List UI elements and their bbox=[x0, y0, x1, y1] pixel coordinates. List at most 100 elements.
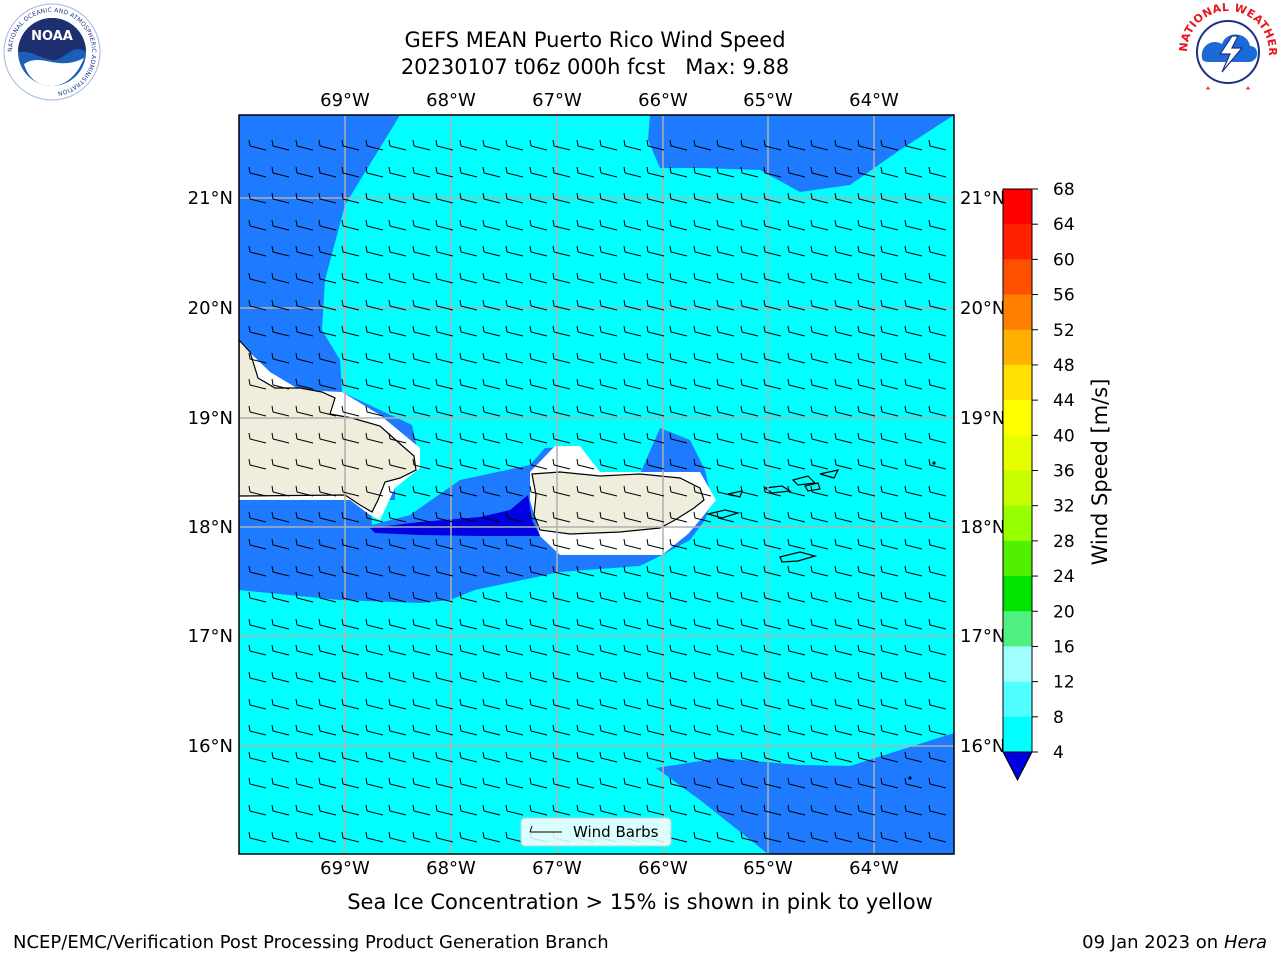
wind-barb bbox=[482, 698, 501, 710]
wind-barb bbox=[412, 325, 431, 337]
colorbar-tick-label: 28 bbox=[1053, 532, 1075, 552]
wind-barb bbox=[365, 245, 384, 257]
wind-barb bbox=[763, 458, 782, 470]
wind-barb bbox=[271, 831, 290, 843]
wind-barb bbox=[248, 724, 267, 736]
wind-barb bbox=[248, 405, 267, 417]
wind-barb bbox=[271, 511, 290, 523]
wind-barb bbox=[904, 644, 923, 656]
wind-barb bbox=[412, 618, 431, 630]
colorbar-segment bbox=[1003, 716, 1032, 753]
wind-barb bbox=[482, 538, 501, 550]
wind-barb bbox=[365, 565, 384, 577]
wind-barb bbox=[435, 352, 454, 364]
wind-barb bbox=[482, 432, 501, 444]
wind-barb bbox=[365, 432, 384, 444]
wind-barb bbox=[248, 352, 267, 364]
wind-barb bbox=[787, 565, 806, 577]
wind-barb bbox=[599, 299, 618, 311]
wind-barb bbox=[880, 219, 899, 231]
wind-barb bbox=[412, 458, 431, 470]
wind-barb bbox=[599, 644, 618, 656]
wind-barb bbox=[928, 644, 947, 656]
wind-barb bbox=[412, 698, 431, 710]
wind-barb bbox=[763, 671, 782, 683]
wind-barb bbox=[482, 299, 501, 311]
wind-barb bbox=[318, 325, 337, 337]
wind-barb bbox=[271, 299, 290, 311]
wind-barb bbox=[928, 671, 947, 683]
wind-barb bbox=[318, 272, 337, 284]
wind-barb bbox=[318, 831, 337, 843]
colorbar-tick-label: 32 bbox=[1053, 497, 1075, 517]
wind-barb bbox=[880, 139, 899, 151]
lat-label: 17°N bbox=[188, 626, 233, 647]
wind-barb bbox=[857, 245, 876, 257]
wind-barb bbox=[623, 644, 642, 656]
wind-barb bbox=[646, 245, 665, 257]
wind-barb bbox=[880, 405, 899, 417]
wind-barb bbox=[669, 618, 688, 630]
wind-barb bbox=[693, 139, 712, 151]
wind-barb bbox=[904, 804, 923, 816]
wind-barb bbox=[435, 458, 454, 470]
wind-barb bbox=[928, 139, 947, 151]
wind-barb bbox=[412, 831, 431, 843]
lat-label: 20°N bbox=[188, 298, 233, 319]
wind-barb bbox=[763, 272, 782, 284]
wind-barb bbox=[365, 538, 384, 550]
wind-barb bbox=[740, 405, 759, 417]
wind-barb bbox=[388, 192, 407, 204]
wind-barb bbox=[928, 405, 947, 417]
wind-barb bbox=[763, 698, 782, 710]
wind-barb bbox=[599, 166, 618, 178]
wind-barb bbox=[928, 804, 947, 816]
wind-barb bbox=[669, 644, 688, 656]
wind-barb bbox=[552, 405, 571, 417]
wind-barb bbox=[693, 166, 712, 178]
wind-barb bbox=[388, 724, 407, 736]
wind-barb bbox=[576, 139, 595, 151]
wind-barb bbox=[271, 777, 290, 789]
wind-barb bbox=[318, 511, 337, 523]
wind-barb bbox=[904, 511, 923, 523]
wind-barb bbox=[529, 192, 548, 204]
wind-barb bbox=[482, 219, 501, 231]
wind-barb bbox=[295, 511, 314, 523]
wind-barb bbox=[341, 352, 360, 364]
wind-barb bbox=[716, 671, 735, 683]
wind-barb bbox=[505, 831, 524, 843]
wind-barb bbox=[576, 432, 595, 444]
wind-barb bbox=[623, 352, 642, 364]
wind-barb bbox=[716, 245, 735, 257]
wind-barb bbox=[669, 671, 688, 683]
wind-barb bbox=[365, 644, 384, 656]
wind-barb bbox=[341, 565, 360, 577]
wind-barb bbox=[880, 245, 899, 257]
wind-barb bbox=[295, 804, 314, 816]
wind-barb bbox=[787, 618, 806, 630]
wind-barb bbox=[693, 724, 712, 736]
wind-barb bbox=[928, 378, 947, 390]
wind-barb bbox=[928, 618, 947, 630]
wind-barb bbox=[576, 644, 595, 656]
wind-barb bbox=[435, 245, 454, 257]
wind-barb bbox=[552, 618, 571, 630]
wind-barb bbox=[880, 671, 899, 683]
wind-barb bbox=[716, 831, 735, 843]
wind-barb bbox=[576, 405, 595, 417]
wind-barb bbox=[646, 458, 665, 470]
wind-barb bbox=[810, 192, 829, 204]
wind-barb bbox=[693, 325, 712, 337]
wind-barb bbox=[646, 432, 665, 444]
wind-barb bbox=[365, 352, 384, 364]
wind-barb bbox=[365, 458, 384, 470]
wind-barb bbox=[388, 432, 407, 444]
wind-barb bbox=[834, 804, 853, 816]
wind-barb bbox=[482, 378, 501, 390]
wind-barb bbox=[928, 751, 947, 763]
wind-barb bbox=[295, 139, 314, 151]
wind-barb bbox=[880, 192, 899, 204]
wind-barb bbox=[740, 671, 759, 683]
wind-barb bbox=[904, 139, 923, 151]
